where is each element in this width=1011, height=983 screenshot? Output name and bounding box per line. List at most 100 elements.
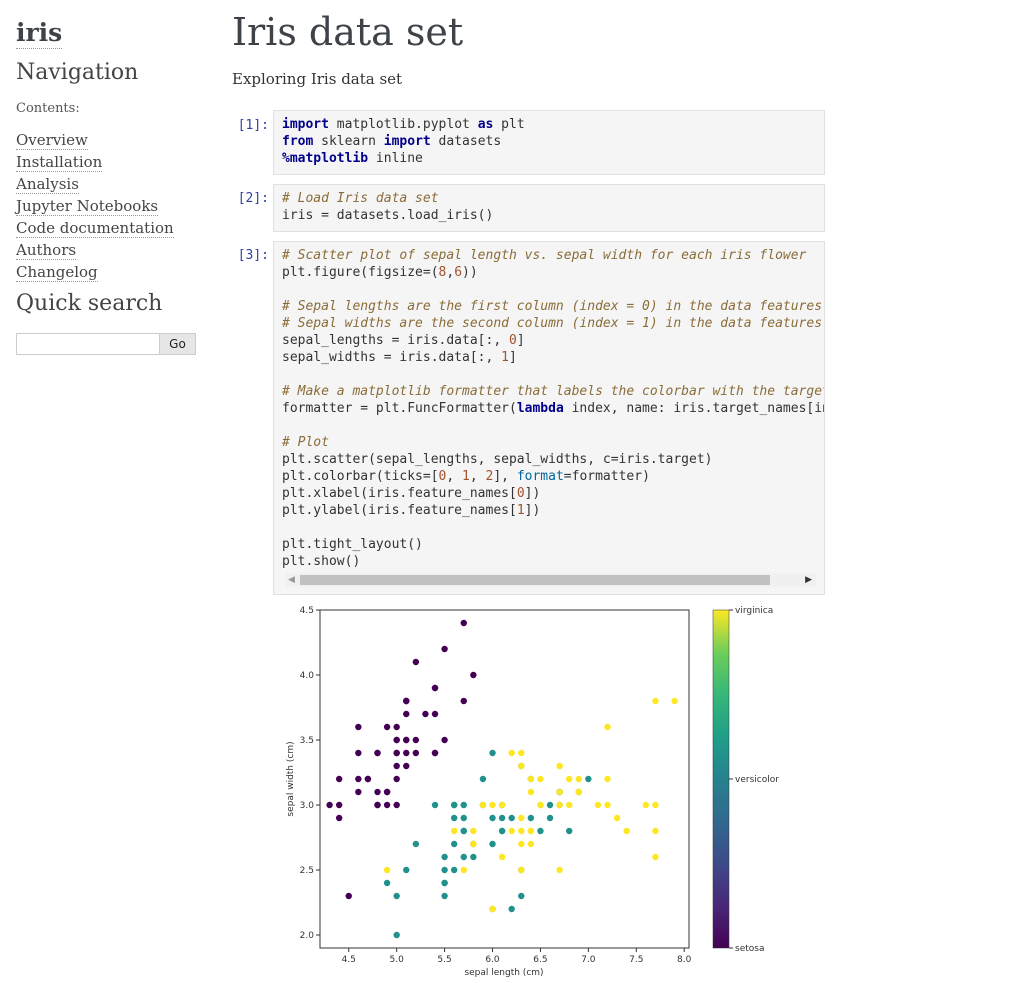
- data-point-setosa: [355, 775, 362, 783]
- y-axis-label: sepal width (cm): [286, 741, 296, 816]
- data-point-setosa: [374, 788, 381, 796]
- data-point-virginica: [498, 853, 506, 861]
- data-point-virginica: [470, 827, 477, 835]
- data-point-setosa: [470, 671, 477, 679]
- colorbar: [712, 609, 730, 949]
- data-point-versicolor: [441, 879, 448, 887]
- nav-link-jupyter-notebooks[interactable]: Jupyter Notebooks: [16, 197, 159, 216]
- scrollbar-thumb[interactable]: [300, 575, 770, 585]
- data-point-setosa: [393, 762, 400, 770]
- code-cell-1[interactable]: import matplotlib.pyplot as plt from skl…: [273, 110, 825, 175]
- data-point-setosa: [460, 619, 467, 627]
- data-point-versicolor: [518, 892, 525, 900]
- data-point-setosa: [441, 645, 448, 653]
- data-point-versicolor: [508, 905, 515, 913]
- data-point-virginica: [518, 827, 525, 835]
- nav-item-changelog: Changelog: [16, 261, 174, 283]
- data-point-virginica: [565, 775, 573, 783]
- data-point-versicolor: [546, 814, 554, 822]
- data-point-versicolor: [498, 827, 506, 835]
- data-point-setosa: [393, 749, 400, 757]
- contents-label: Contents:: [16, 101, 80, 116]
- cell-prompt-1: [1]:: [237, 118, 269, 133]
- data-point-setosa: [403, 697, 410, 705]
- data-point-setosa: [412, 658, 420, 666]
- data-point-setosa: [422, 710, 429, 718]
- quick-search-heading: Quick search: [16, 291, 163, 316]
- data-point-versicolor: [585, 775, 592, 783]
- search-input[interactable]: [16, 333, 160, 355]
- data-point-virginica: [652, 827, 659, 835]
- code-cell-3[interactable]: # Scatter plot of sepal length vs. sepal…: [273, 241, 825, 595]
- data-point-virginica: [556, 762, 563, 770]
- cell-prompt-3: [3]:: [237, 248, 269, 263]
- data-point-versicolor: [460, 801, 467, 809]
- scroll-right-arrow-icon[interactable]: ▶: [805, 575, 812, 585]
- x-tick-label: 6.0: [485, 955, 500, 965]
- data-point-virginica: [613, 814, 621, 822]
- data-point-virginica: [575, 788, 582, 796]
- data-point-versicolor: [441, 866, 448, 874]
- data-point-virginica: [450, 827, 458, 835]
- plot-area: [319, 609, 690, 949]
- data-point-setosa: [441, 736, 448, 744]
- code-block-3: # Scatter plot of sepal length vs. sepal…: [282, 248, 825, 569]
- x-tick-label: 7.5: [629, 955, 643, 965]
- x-tick-label: 4.5: [342, 955, 356, 965]
- data-point-versicolor: [441, 892, 448, 900]
- x-tick-label: 8.0: [677, 955, 692, 965]
- brand-link[interactable]: iris: [16, 18, 63, 49]
- data-point-virginica: [508, 827, 515, 835]
- code-block-1: import matplotlib.pyplot as plt from skl…: [282, 117, 525, 166]
- nav-link-changelog[interactable]: Changelog: [16, 263, 98, 282]
- data-point-setosa: [412, 736, 420, 744]
- data-point-setosa: [431, 749, 439, 757]
- nav-link-installation[interactable]: Installation: [16, 153, 103, 172]
- nav-link-code-documentation[interactable]: Code documentation: [16, 219, 174, 238]
- data-point-virginica: [518, 814, 525, 822]
- data-point-setosa: [355, 749, 362, 757]
- data-point-virginica: [556, 801, 563, 809]
- nav-list: Overview Installation Analysis Jupyter N…: [16, 129, 174, 283]
- y-tick-label: 2.5: [300, 866, 314, 876]
- data-point-setosa: [393, 736, 400, 744]
- data-point-versicolor: [489, 840, 496, 848]
- data-point-setosa: [355, 788, 362, 796]
- page-title: Iris data set: [232, 10, 464, 54]
- data-point-versicolor: [460, 814, 467, 822]
- page-subtitle: Exploring Iris data set: [232, 70, 403, 88]
- data-point-virginica: [479, 801, 487, 809]
- data-point-virginica: [383, 866, 391, 874]
- x-tick-label: 7.0: [581, 955, 596, 965]
- search-go-button[interactable]: Go: [159, 333, 196, 355]
- data-point-setosa: [403, 749, 410, 757]
- code-cell-2[interactable]: # Load Iris data set iris = datasets.loa…: [273, 184, 825, 232]
- data-point-versicolor: [489, 749, 496, 757]
- data-point-virginica: [652, 801, 659, 809]
- data-point-setosa: [383, 788, 391, 796]
- data-point-setosa: [431, 710, 439, 718]
- data-point-setosa: [374, 801, 381, 809]
- scatter-figure: 2.0 2.5 3.0 3.5 4.0 4.5 4.5 5.0 5.5 6.0 6.5 7.0 7.5…: [280, 600, 800, 983]
- data-point-setosa: [326, 801, 333, 809]
- data-point-virginica: [671, 697, 678, 705]
- data-point-versicolor: [412, 840, 420, 848]
- nav-item-code-documentation: Code documentation: [16, 217, 174, 239]
- y-tick-label: 2.0: [300, 931, 315, 941]
- nav-link-overview[interactable]: Overview: [16, 131, 88, 150]
- data-point-virginica: [518, 762, 525, 770]
- data-point-virginica: [652, 697, 659, 705]
- data-point-versicolor: [508, 814, 515, 822]
- nav-link-authors[interactable]: Authors: [16, 241, 77, 260]
- scroll-left-arrow-icon[interactable]: ◀: [288, 575, 295, 585]
- data-point-virginica: [518, 840, 525, 848]
- data-point-setosa: [393, 775, 400, 783]
- code-cell-3-scrollbar[interactable]: ◀ ▶: [286, 573, 816, 587]
- nav-link-analysis[interactable]: Analysis: [16, 175, 79, 194]
- data-point-versicolor: [460, 853, 467, 861]
- data-point-virginica: [556, 788, 563, 796]
- data-point-virginica: [537, 801, 544, 809]
- data-point-versicolor: [431, 801, 439, 809]
- data-point-versicolor: [460, 827, 467, 835]
- data-point-setosa: [460, 697, 467, 705]
